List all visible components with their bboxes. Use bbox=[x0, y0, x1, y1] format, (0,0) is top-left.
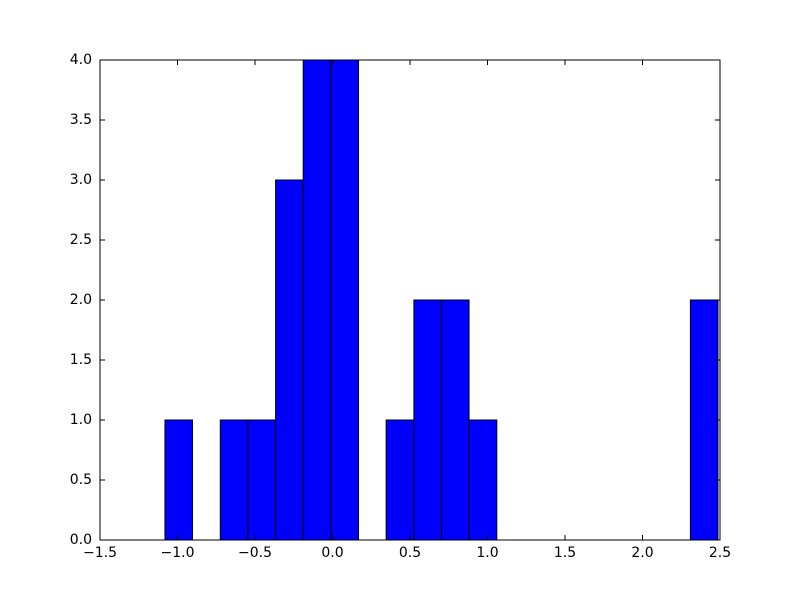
bar bbox=[440, 299, 470, 541]
x-tick-label: 2.5 bbox=[709, 545, 731, 561]
x-tick-label: 1.0 bbox=[476, 545, 498, 561]
y-tick-label: 3.0 bbox=[70, 172, 92, 188]
x-tick-label: −1.0 bbox=[161, 545, 195, 561]
x-tick-label: 2.0 bbox=[631, 545, 653, 561]
y-tick-label: 1.5 bbox=[70, 352, 92, 368]
y-tick-label: 2.5 bbox=[70, 232, 92, 248]
bar bbox=[385, 419, 415, 541]
x-tick-label: 1.5 bbox=[554, 545, 576, 561]
y-tick-label: 4.0 bbox=[70, 52, 92, 68]
bar bbox=[468, 419, 498, 541]
bar bbox=[164, 419, 194, 541]
x-tick-label: 0.5 bbox=[399, 545, 421, 561]
y-tick-label: 0.0 bbox=[70, 532, 92, 548]
y-tick-label: 1.0 bbox=[70, 412, 92, 428]
bar bbox=[247, 419, 277, 541]
x-tick-label: 0.0 bbox=[321, 545, 343, 561]
bar bbox=[689, 299, 719, 541]
bar bbox=[413, 299, 442, 541]
y-tick-label: 3.5 bbox=[70, 112, 92, 128]
bar bbox=[330, 59, 360, 541]
bar bbox=[275, 179, 304, 541]
x-tick-label: −0.5 bbox=[238, 545, 272, 561]
x-tick-label: −1.5 bbox=[83, 545, 117, 561]
bar bbox=[219, 419, 249, 541]
y-tick-label: 2.0 bbox=[70, 292, 92, 308]
bar bbox=[302, 59, 332, 541]
y-tick-label: 0.5 bbox=[70, 472, 92, 488]
